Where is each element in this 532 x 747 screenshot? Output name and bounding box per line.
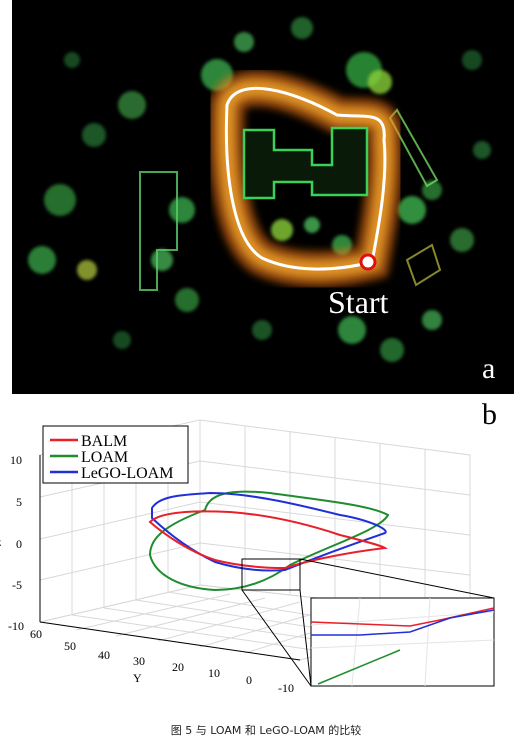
legend-loam-label: LOAM (81, 449, 128, 466)
point-cloud-map: Start a (12, 0, 514, 394)
chart-svg: 10 5 0 -5 -10 z 60 50 40 30 20 10 0 -10 … (0, 419, 495, 695)
zoom-indicator (241, 558, 495, 687)
trajectory-lines (148, 490, 390, 592)
trees (28, 17, 491, 362)
axes (39, 455, 301, 661)
z-tick-minus10: -10 (8, 619, 24, 633)
z-tick-minus5: -5 (12, 578, 22, 592)
inset-lego-loam-line (311, 609, 495, 636)
legend: BALM LOAM LeGO-LOAM (42, 425, 189, 484)
legend-lego-loam-label: LeGO-LOAM (81, 465, 173, 482)
y-tick-10: 10 (208, 666, 220, 680)
series-loam-line (148, 490, 390, 592)
y-tick-60: 60 (30, 627, 42, 641)
z-axis-partial-label: z (0, 535, 1, 549)
map-svg (12, 0, 514, 394)
panel-letter-a: a (482, 352, 496, 385)
y-tick-0: 0 (246, 673, 252, 687)
inset-balm-line (310, 607, 495, 627)
start-marker (359, 253, 377, 271)
central-building (242, 126, 369, 200)
figure-caption: 图 5 与 LOAM 和 LeGO-LOAM 的比较 (170, 724, 362, 737)
series-balm-line (148, 510, 389, 570)
trajectory-comparison-chart: 10 5 0 -5 -10 z 60 50 40 30 20 10 0 -10 … (0, 404, 532, 710)
trajectory-path (224, 86, 387, 271)
y-tick-50: 50 (64, 639, 76, 653)
z-axis-ticks: 10 5 0 -5 -10 z (0, 453, 24, 633)
y-axis-ticks: 60 50 40 30 20 10 0 -10 Y (30, 627, 294, 695)
z-tick-0: 0 (16, 537, 22, 551)
inset-loam-line (317, 649, 401, 685)
z-tick-5: 5 (16, 495, 22, 509)
grid-lines (39, 419, 471, 661)
series-lego-loam-line (151, 491, 387, 572)
start-label: Start (328, 284, 389, 320)
legend-balm-label: BALM (81, 433, 127, 450)
panel-letter-b: b (482, 398, 497, 431)
y-tick-20: 20 (172, 660, 184, 674)
inset-zoom (310, 597, 495, 687)
y-axis-label: Y (133, 671, 142, 685)
y-tick-40: 40 (98, 648, 110, 662)
y-tick-minus10: -10 (278, 681, 294, 695)
z-tick-10: 10 (10, 453, 22, 467)
y-tick-30: 30 (133, 654, 145, 668)
